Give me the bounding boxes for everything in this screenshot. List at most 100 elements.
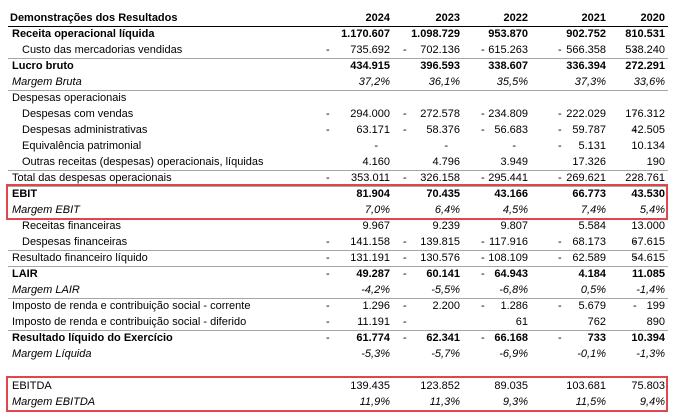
- cell-value: -5,3%: [361, 348, 390, 360]
- row-label: EBITDA: [12, 380, 52, 392]
- row-label: Resultado líquido do Exercício: [12, 332, 173, 344]
- cell-value: 810.531: [625, 28, 665, 40]
- cell-value: 5,4%: [639, 204, 665, 216]
- cell-value: 9.807: [500, 220, 528, 232]
- cell-value: 890: [646, 316, 665, 328]
- row-label: Total das despesas operacionais: [12, 172, 172, 184]
- cell-sign: -: [326, 44, 330, 56]
- cell-value: 10.394: [631, 332, 665, 344]
- cell-sign: -: [326, 236, 330, 248]
- cell-value: 338.607: [488, 60, 528, 72]
- cell-value: 7,4%: [580, 204, 606, 216]
- cell-sign: -: [481, 44, 485, 56]
- cell-value: 9,4%: [639, 396, 665, 408]
- cell-value: 5.584: [578, 220, 606, 232]
- cell-sign: -: [481, 268, 485, 280]
- cell-sign: -: [558, 300, 562, 312]
- cell-value: 9.967: [362, 220, 390, 232]
- cell-value: 64.943: [494, 268, 528, 280]
- cell-value: 11.191: [357, 316, 390, 328]
- row-label: Despesas operacionais: [12, 92, 127, 104]
- cell-sign: -: [326, 172, 330, 184]
- row-label: Margem Líquida: [12, 348, 92, 360]
- cell-value: -6,9%: [499, 348, 528, 360]
- cell-value: 37,2%: [358, 76, 390, 88]
- year-header: 2020: [640, 12, 665, 24]
- cell-value: 108.109: [488, 252, 528, 264]
- cell-sign: -: [633, 44, 637, 56]
- cell-value: 199: [646, 300, 665, 312]
- cell-value: 54.615: [631, 252, 665, 264]
- cell-value: 75.803: [631, 380, 665, 392]
- cell-sign: -: [481, 300, 485, 312]
- cell-value: 68.173: [572, 236, 606, 248]
- cell-value: 43.166: [494, 188, 528, 200]
- cell-value: -: [444, 140, 448, 152]
- cell-value: 902.752: [566, 28, 606, 40]
- cell-value: 566.358: [566, 44, 606, 56]
- cell-value: 33,6%: [633, 76, 665, 88]
- row-rule: [8, 58, 668, 59]
- row-label: Imposto de renda e contribuição social -…: [12, 316, 247, 328]
- cell-sign: -: [481, 252, 485, 264]
- cell-value: 11,3%: [429, 396, 460, 408]
- cell-value: -4,2%: [361, 284, 390, 296]
- cell-sign: -: [403, 300, 407, 312]
- cell-sign: -: [481, 172, 485, 184]
- cell-value: 269.621: [566, 172, 606, 184]
- cell-sign: -: [481, 124, 485, 136]
- row-label: Margem LAIR: [12, 284, 80, 296]
- cell-value: 11,5%: [575, 396, 606, 408]
- cell-value: 49.287: [356, 268, 390, 280]
- cell-sign: -: [558, 172, 562, 184]
- cell-value: 17.326: [572, 156, 606, 168]
- cell-value: 9,3%: [502, 396, 528, 408]
- cell-value: 56.683: [494, 124, 528, 136]
- cell-value: 61: [515, 316, 528, 328]
- cell-sign: -: [403, 172, 407, 184]
- cell-sign: -: [326, 252, 330, 264]
- cell-value: 3.949: [500, 156, 528, 168]
- cell-value: 35,5%: [496, 76, 528, 88]
- cell-value: 37,3%: [574, 76, 606, 88]
- cell-sign: -: [558, 44, 562, 56]
- row-label: Custo das mercadorias vendidas: [22, 44, 183, 56]
- cell-sign: -: [558, 332, 562, 344]
- cell-sign: -: [326, 124, 330, 136]
- cell-sign: -: [558, 108, 562, 120]
- cell-value: 70.435: [426, 188, 460, 200]
- cell-value: 10.134: [631, 140, 665, 152]
- cell-value: -6,8%: [499, 284, 528, 296]
- row-label: Resultado financeiro líquido: [12, 252, 148, 264]
- cell-value: -1,3%: [636, 348, 665, 360]
- cell-value: 1.296: [362, 300, 390, 312]
- cell-sign: -: [633, 108, 637, 120]
- cell-value: 5.131: [578, 140, 606, 152]
- cell-value: 61.774: [356, 332, 390, 344]
- cell-value: 0,5%: [580, 284, 606, 296]
- cell-value: 63.171: [356, 124, 390, 136]
- row-label: Margem Bruta: [12, 76, 82, 88]
- cell-value: 58.376: [426, 124, 460, 136]
- cell-sign: -: [403, 124, 407, 136]
- row-label: Despesas administrativas: [22, 124, 148, 136]
- cell-value: 272.291: [625, 60, 665, 72]
- cell-value: 9.239: [432, 220, 460, 232]
- cell-value: 81.904: [356, 188, 390, 200]
- cell-value: 190: [646, 156, 665, 168]
- cell-value: 702.136: [420, 44, 460, 56]
- cell-value: 1.170.607: [341, 28, 390, 40]
- cell-value: 295.441: [488, 172, 528, 184]
- cell-value: 272.578: [420, 108, 460, 120]
- cell-sign: -: [633, 172, 637, 184]
- cell-value: -: [374, 140, 378, 152]
- cell-sign: -: [326, 332, 330, 344]
- cell-sign: -: [481, 108, 485, 120]
- cell-value: 953.870: [488, 28, 528, 40]
- cell-value: 59.787: [572, 124, 606, 136]
- cell-value: 538.240: [625, 44, 665, 56]
- cell-sign: -: [481, 236, 485, 248]
- cell-value: -0,1%: [577, 348, 606, 360]
- row-label: Imposto de renda e contribuição social -…: [12, 300, 251, 312]
